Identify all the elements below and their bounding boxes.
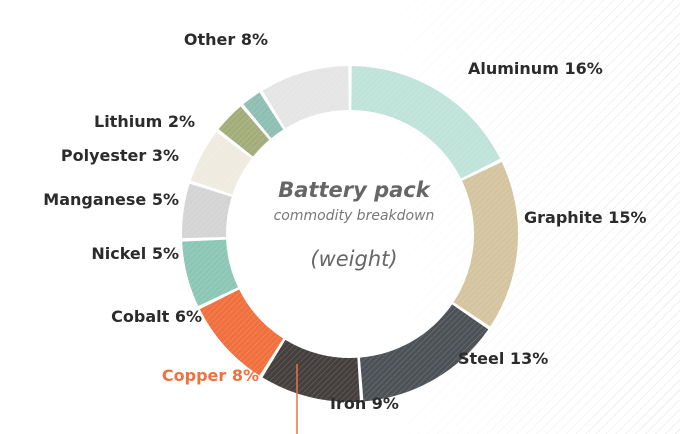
slice-labels: Aluminum 16% Graphite 15% Steel 13% Iron 9%… <box>43 30 646 413</box>
slice-texture-polyester <box>218 106 270 157</box>
slice-texture-nickel <box>182 183 232 239</box>
slice-texture-other <box>262 66 349 129</box>
slice-texture-manganese <box>190 131 252 195</box>
label-polyester: Polyester 3% <box>61 146 179 165</box>
slice-texture-iron <box>262 339 360 402</box>
slice-texture-steel <box>359 304 489 402</box>
label-iron: Iron 9% <box>330 394 399 413</box>
label-nickel: Nickel 5% <box>91 244 179 263</box>
label-manganese: Manganese 5% <box>43 190 179 209</box>
label-steel: Steel 13% <box>458 349 548 368</box>
slice-texture-aluminum <box>351 66 501 179</box>
slice-texture-cobalt <box>182 239 238 307</box>
slice-texture-copper <box>199 289 284 376</box>
label-copper: Copper 8% <box>162 366 259 385</box>
center-subtitle: commodity breakdown <box>274 208 435 224</box>
label-cobalt: Cobalt 6% <box>111 307 202 326</box>
label-graphite: Graphite 15% <box>524 208 647 227</box>
slice-texture-graphite <box>453 161 518 327</box>
donut-slices <box>182 66 518 402</box>
slice-texture-lithium <box>243 92 284 139</box>
label-other: Other 8% <box>184 30 268 49</box>
center-note: (weight) <box>310 247 397 271</box>
label-aluminum: Aluminum 16% <box>468 59 603 78</box>
label-lithium: Lithium 2% <box>94 112 195 131</box>
center-title: Battery pack <box>278 178 432 202</box>
